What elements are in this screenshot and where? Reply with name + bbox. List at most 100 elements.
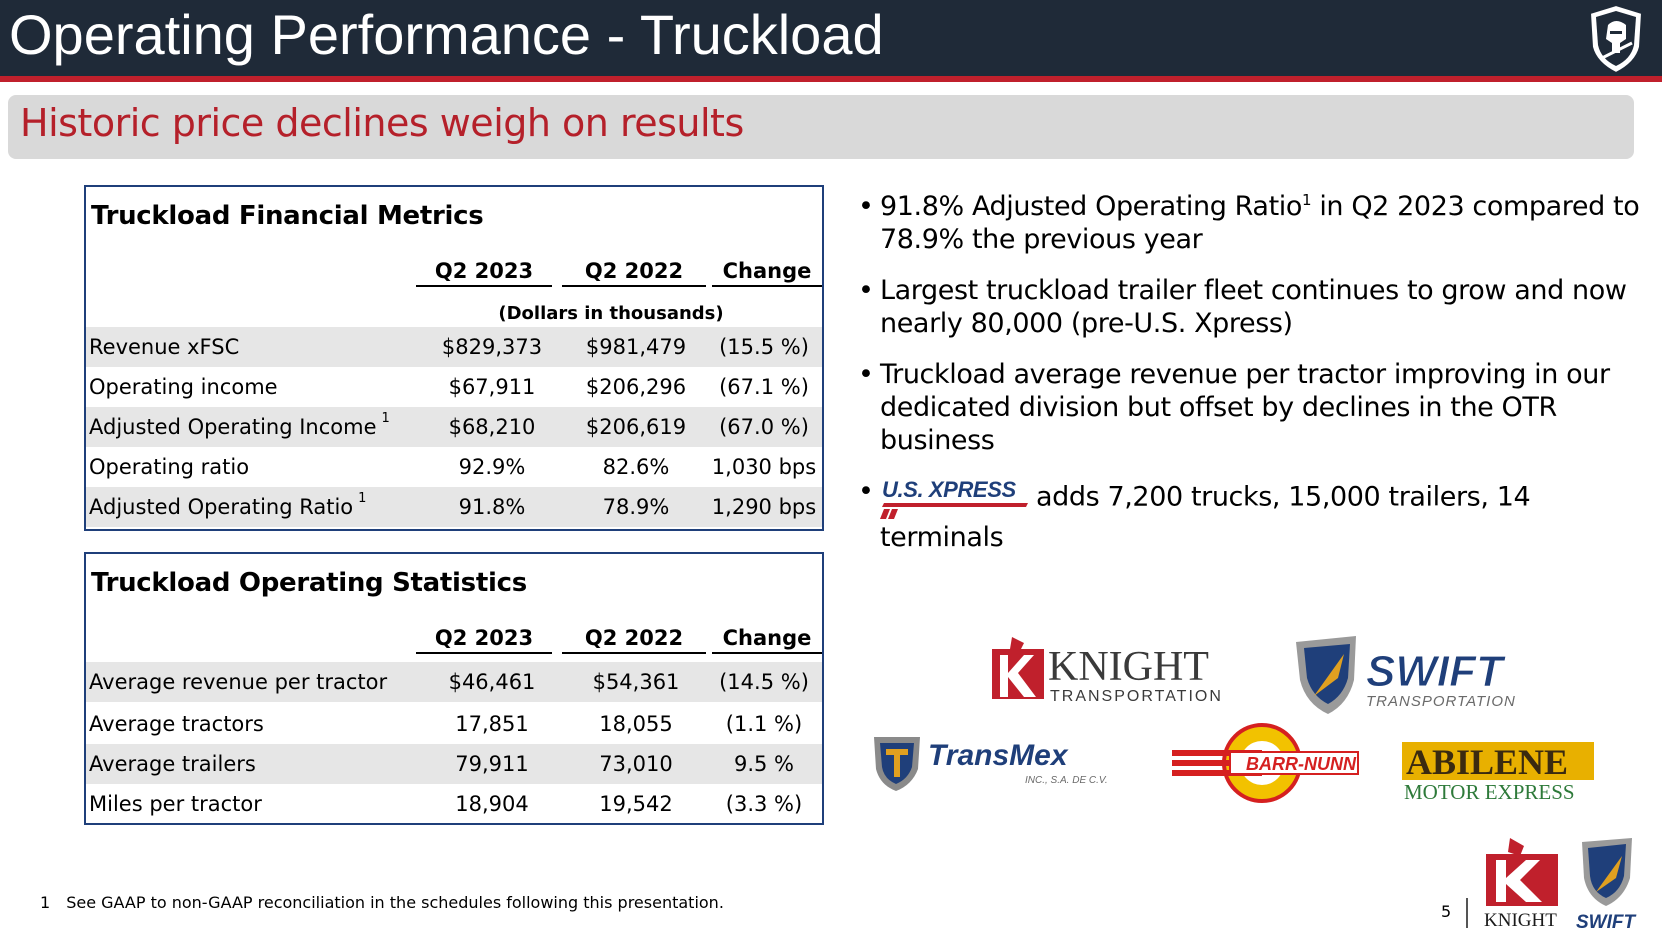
column-header: Q2 2023: [416, 259, 552, 287]
table-row: Adjusted Operating Ratio 1 91.8% 78.9% 1,…: [86, 487, 822, 527]
knight-helmet-shield-icon: [1588, 3, 1644, 75]
table-row: Operating ratio 92.9% 82.6% 1,030 bps: [86, 447, 822, 487]
corner-knight-logo: KNIGHT: [1484, 838, 1558, 930]
header-bar: [0, 0, 1662, 76]
row-label: Average trailers: [89, 752, 256, 776]
bullet-text: 91.8% Adjusted Operating Ratio: [880, 191, 1302, 222]
column-header: Change: [712, 259, 822, 287]
value-q2-2023: $46,461: [448, 670, 536, 694]
footnote-marker: 1: [358, 491, 367, 506]
swift-sub: TRANSPORTATION: [1366, 693, 1516, 710]
row-label: Revenue xFSC: [89, 335, 240, 359]
column-header: Q2 2022: [562, 259, 706, 287]
row-label: Operating income: [89, 375, 278, 399]
table-row: Average tractors 17,851 18,055 (1.1 %): [86, 704, 822, 744]
footnote-marker: 1: [381, 411, 390, 426]
value-change: (14.5 %): [719, 670, 809, 694]
value-q2-2022: $206,619: [585, 415, 687, 439]
value-change: (67.1 %): [719, 375, 809, 399]
value-q2-2023: 18,904: [455, 792, 529, 816]
column-header: Change: [712, 626, 822, 654]
corner-knight-name: KNIGHT: [1484, 910, 1557, 930]
row-label: Average tractors: [89, 712, 264, 736]
operating-statistics-title: Truckload Operating Statistics: [91, 568, 527, 598]
corner-swift-logo: SWIFT: [1576, 838, 1636, 930]
corner-swift-name: SWIFT: [1576, 912, 1636, 930]
value-q2-2023: 92.9%: [458, 455, 526, 479]
row-label-wrap: Adjusted Operating Income 1: [89, 407, 390, 447]
value-q2-2022: 19,542: [599, 792, 673, 816]
bullet-item: Largest truckload trailer fleet continue…: [858, 274, 1648, 340]
value-q2-2023: $68,210: [448, 415, 536, 439]
abilene-sub: MOTOR EXPRESS: [1404, 780, 1575, 802]
units-label: (Dollars in thousands): [498, 303, 724, 324]
footnote-number: 1: [40, 893, 51, 912]
column-header: Q2 2023: [416, 626, 552, 654]
value-q2-2022: $54,361: [592, 670, 680, 694]
value-q2-2023: $67,911: [448, 375, 536, 399]
subtitle: Historic price declines weigh on results: [20, 101, 744, 145]
key-points-list: 91.8% Adjusted Operating Ratio1 in Q2 20…: [858, 190, 1648, 572]
knight-sub: TRANSPORTATION: [1050, 688, 1223, 705]
row-label: Miles per tractor: [89, 792, 262, 816]
bullet-text: adds 7,200 trucks, 15,000 trailers, 14 t…: [880, 481, 1531, 554]
subtitle-banner: Historic price declines weigh on results: [8, 95, 1634, 159]
row-label: Operating ratio: [89, 455, 250, 479]
page-number: 5: [1441, 902, 1452, 921]
us-xpress-logo-text: U.S. XPRESS: [882, 477, 1016, 502]
table-row: Operating income $67,911 $206,296 (67.1 …: [86, 367, 822, 407]
value-change: (1.1 %): [725, 712, 803, 736]
footnote: 1 See GAAP to non-GAAP reconciliation in …: [40, 893, 724, 912]
value-change: (15.5 %): [719, 335, 809, 359]
swift-name: SWIFT: [1366, 647, 1506, 696]
operating-statistics-table: Truckload Operating Statistics Q2 2023 Q…: [84, 552, 824, 825]
knight-name: KNIGHT: [1048, 644, 1209, 690]
financial-metrics-table: Truckload Financial Metrics Q2 2023 Q2 2…: [84, 185, 824, 531]
swift-transportation-logo: SWIFT TRANSPORTATION: [1296, 636, 1516, 714]
value-q2-2022: $981,479: [585, 335, 687, 359]
page-divider: [1466, 898, 1468, 928]
table-row: Adjusted Operating Income 1 $68,210 $206,…: [86, 407, 822, 447]
page-title: Operating Performance - Truckload: [9, 3, 884, 66]
value-q2-2022: 78.9%: [602, 495, 670, 519]
knight-transportation-logo: KNIGHT TRANSPORTATION: [992, 637, 1223, 705]
value-change: 1,030 bps: [711, 455, 817, 479]
value-change: 1,290 bps: [711, 495, 817, 519]
footnote-text: See GAAP to non-GAAP reconciliation in t…: [66, 893, 724, 912]
bullet-text: Truckload average revenue per tractor im…: [880, 359, 1610, 456]
bullet-item: 91.8% Adjusted Operating Ratio1 in Q2 20…: [858, 190, 1648, 256]
value-q2-2022: 73,010: [599, 752, 673, 776]
value-change: (3.3 %): [725, 792, 803, 816]
transmex-sub: INC., S.A. DE C.V.: [1025, 775, 1108, 786]
value-q2-2022: 82.6%: [602, 455, 670, 479]
footnote-marker: 1: [1301, 191, 1312, 209]
abilene-name: ABILENE: [1406, 742, 1568, 782]
barr-nunn-logo: BARR-NUNN: [1172, 723, 1359, 803]
value-q2-2022: $206,296: [585, 375, 687, 399]
value-q2-2023: $829,373: [441, 335, 543, 359]
value-q2-2022: 18,055: [599, 712, 673, 736]
value-change: (67.0 %): [719, 415, 809, 439]
header-accent-stripe: [0, 76, 1662, 82]
value-q2-2023: 17,851: [455, 712, 529, 736]
bullet-text: Largest truckload trailer fleet continue…: [880, 275, 1627, 339]
us-xpress-logo: U.S. XPRESS: [880, 477, 1028, 519]
bullet-item: Truckload average revenue per tractor im…: [858, 358, 1648, 457]
bullet-item: U.S. XPRESS adds 7,200 trucks, 15,000 tr…: [858, 475, 1648, 554]
transmex-logo: TransMex INC., S.A. DE C.V.: [874, 737, 1108, 791]
bullet-text: in Q2 2023 compared to 78.9% the previou…: [880, 191, 1640, 255]
table-row: Miles per tractor 18,904 19,542 (3.3 %): [86, 784, 822, 824]
row-label: Adjusted Operating Income: [89, 415, 377, 439]
table-row: Revenue xFSC $829,373 $981,479 (15.5 %): [86, 327, 822, 367]
financial-metrics-title: Truckload Financial Metrics: [91, 201, 484, 231]
barr-nunn-name: BARR-NUNN: [1246, 754, 1357, 774]
value-q2-2023: 91.8%: [458, 495, 526, 519]
row-label: Average revenue per tractor: [89, 670, 388, 694]
table-row: Average revenue per tractor $46,461 $54,…: [86, 662, 822, 702]
row-label: Adjusted Operating Ratio: [89, 495, 354, 519]
value-q2-2023: 79,911: [455, 752, 529, 776]
table-row: Average trailers 79,911 73,010 9.5 %: [86, 744, 822, 784]
value-change: 9.5 %: [733, 752, 795, 776]
abilene-motor-express-logo: ABILENE MOTOR EXPRESS: [1402, 742, 1594, 802]
transmex-name: TransMex: [928, 739, 1069, 772]
